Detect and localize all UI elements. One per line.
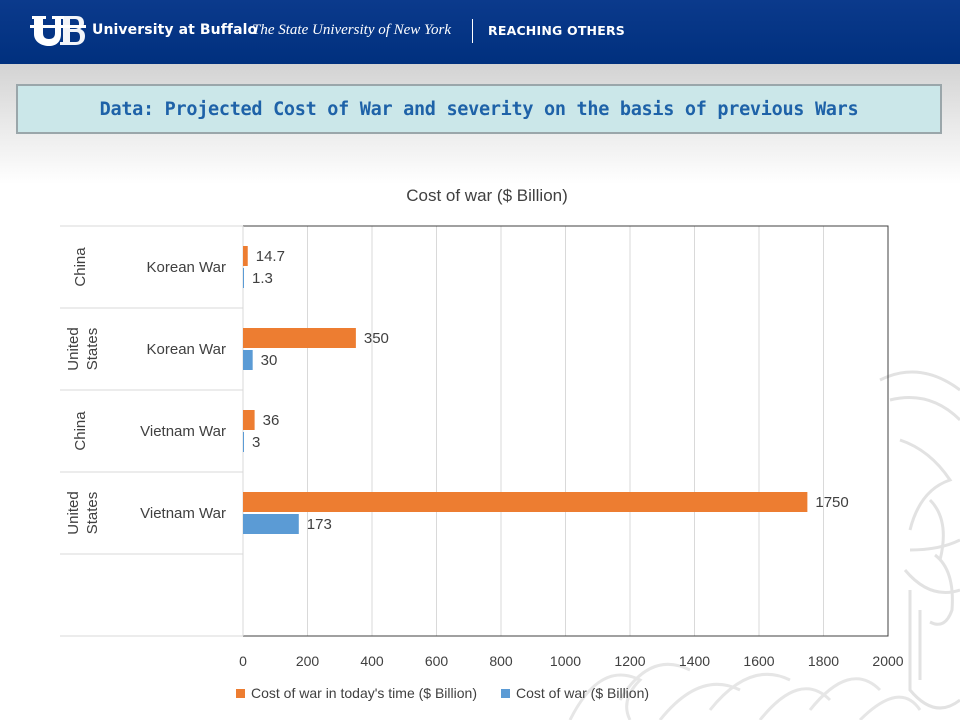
category-group-label: States: [84, 328, 101, 371]
legend-item-cost: Cost of war ($ Billion): [500, 685, 650, 701]
legend-swatch-cost: [500, 688, 510, 698]
header-tagline: REACHING OTHERS: [488, 23, 625, 38]
x-tick-label: 1200: [614, 653, 645, 669]
legend-label-today: Cost of war in today's time ($ Billion): [251, 685, 477, 701]
x-tick-label: 2000: [872, 653, 903, 669]
ub-logo-icon: [30, 16, 86, 46]
chart-legend: Cost of war in today's time ($ Billion) …: [236, 685, 673, 701]
category-label: Vietnam War: [140, 505, 226, 522]
category-group-label: United: [65, 491, 82, 534]
slide-title: Data: Projected Cost of War and severity…: [99, 98, 859, 120]
bar-cost: [243, 268, 244, 288]
category-group-label: China: [72, 411, 89, 451]
bar-today: [243, 492, 808, 512]
data-label: 173: [307, 516, 332, 533]
x-tick-label: 1800: [808, 653, 839, 669]
data-label: 30: [261, 352, 278, 369]
bar-cost: [243, 350, 253, 370]
x-tick-label: 400: [360, 653, 384, 669]
bar-today: [243, 328, 356, 348]
data-label: 1.3: [252, 270, 273, 287]
data-label: 1750: [815, 494, 848, 511]
bar-cost: [243, 432, 244, 452]
category-group-label: States: [84, 492, 101, 535]
x-tick-label: 600: [425, 653, 449, 669]
legend-label-cost: Cost of war ($ Billion): [515, 685, 650, 701]
suny-name: The State University of New York: [252, 22, 452, 38]
legend-item-today: Cost of war in today's time ($ Billion): [236, 685, 477, 701]
bar-today: [243, 410, 255, 430]
legend-swatch-today: [236, 688, 245, 698]
data-label: 350: [364, 330, 389, 347]
x-tick-label: 1600: [743, 653, 774, 669]
x-tick-label: 1000: [550, 653, 581, 669]
chart-title: Cost of war ($ Billion): [406, 186, 568, 205]
data-label: 14.7: [256, 248, 285, 265]
header-divider: [472, 19, 473, 43]
category-group-label: China: [72, 247, 89, 287]
category-label: Korean War: [147, 341, 226, 358]
category-label: Korean War: [147, 259, 226, 276]
data-label: 3: [252, 434, 260, 451]
x-tick-label: 200: [296, 653, 320, 669]
site-header: University at Buffalo The State Universi…: [0, 0, 960, 64]
x-tick-label: 0: [239, 653, 247, 669]
bar-today: [243, 246, 248, 266]
laurel-watermark-icon: [568, 662, 922, 720]
category-label: Vietnam War: [140, 423, 226, 440]
data-label: 36: [263, 412, 280, 429]
x-tick-label: 1400: [679, 653, 710, 669]
x-tick-label: 800: [489, 653, 513, 669]
university-name: University at Buffalo: [92, 22, 258, 38]
category-group-label: United: [65, 327, 82, 370]
slide-title-box: Data: Projected Cost of War and severity…: [16, 84, 942, 134]
bar-cost: [243, 514, 299, 534]
